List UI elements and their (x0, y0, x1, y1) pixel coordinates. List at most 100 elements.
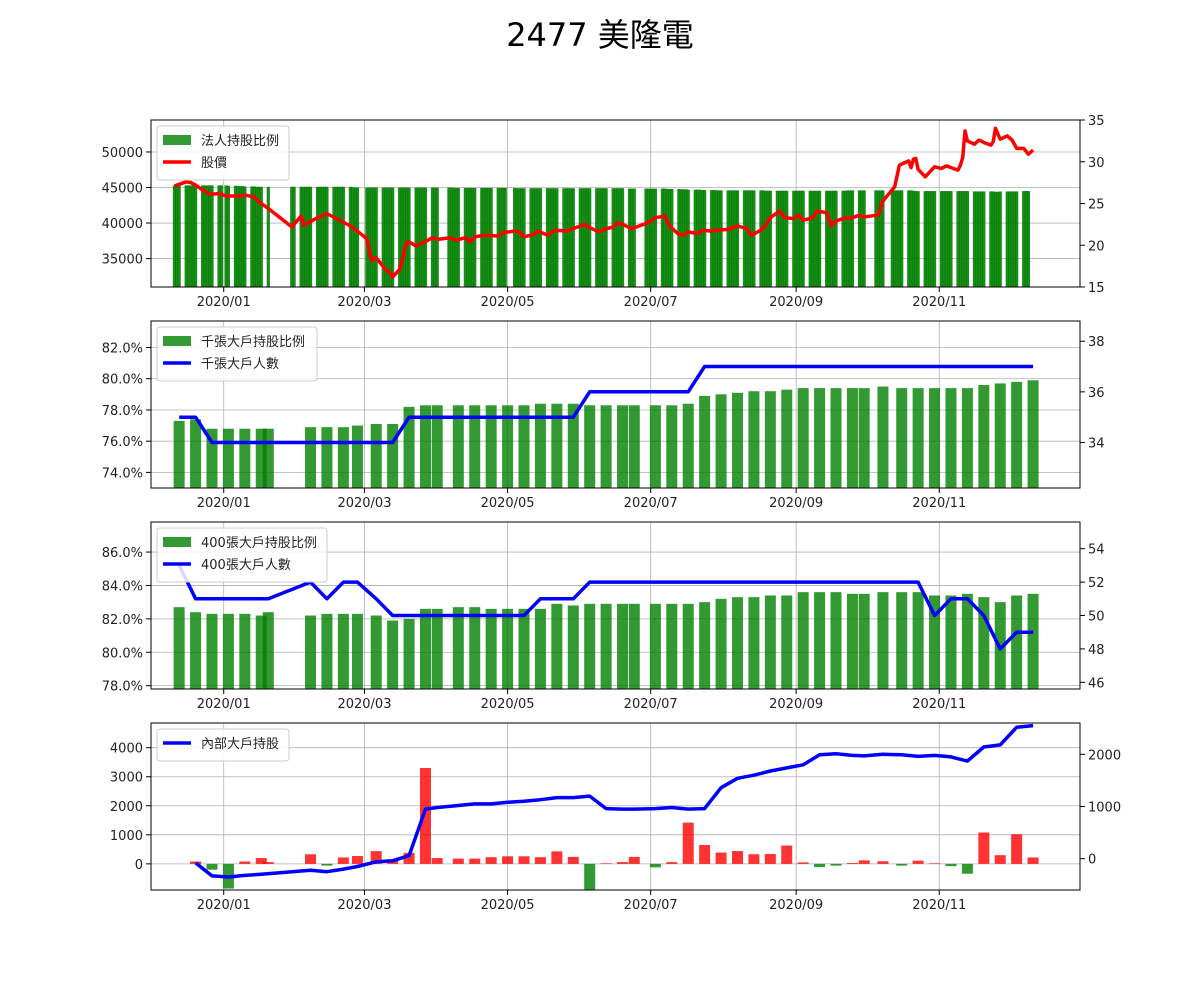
bar (719, 190, 723, 287)
x-tick-label: 2020/01 (197, 898, 251, 913)
bar (498, 187, 503, 287)
y-right-tick-label: 38 (1088, 335, 1105, 350)
bar (567, 403, 579, 488)
axes-frame (150, 320, 1081, 489)
bar (715, 852, 727, 864)
bar (321, 613, 333, 689)
bar (402, 187, 406, 287)
bar (942, 191, 946, 287)
bar (681, 189, 686, 287)
bar (618, 188, 622, 287)
bar (334, 186, 338, 287)
bar (206, 613, 218, 689)
y-right-tick-label: 15 (1088, 281, 1105, 296)
bar (468, 187, 472, 287)
bar (518, 608, 530, 689)
y-right-tick-label: 2000 (1088, 748, 1121, 763)
bar (518, 856, 530, 864)
x-tick-label: 2020/05 (481, 295, 535, 310)
bar (578, 188, 582, 287)
bar (742, 190, 747, 287)
bar (551, 603, 563, 689)
bar (928, 191, 932, 287)
bar (531, 188, 535, 287)
bar (860, 190, 864, 287)
bar (945, 595, 957, 689)
bar (764, 391, 776, 488)
y-left-tick-label: 84.0% (102, 579, 143, 594)
bar (501, 187, 505, 287)
bar (810, 190, 815, 287)
legend: 400張大戶持股比例 400張大戶人數 (156, 527, 328, 583)
bar (982, 191, 986, 287)
bar (431, 608, 443, 689)
bar (217, 185, 221, 287)
bar (666, 603, 678, 689)
bar (834, 190, 838, 287)
y-right-tick-label: 36 (1088, 386, 1105, 401)
bar (977, 191, 981, 287)
legend-label: 千張大戶人數 (201, 357, 279, 372)
bar (728, 190, 733, 287)
bar (766, 190, 770, 287)
bar (768, 190, 772, 287)
bar (939, 191, 944, 287)
bar (979, 191, 984, 287)
bar (731, 597, 743, 689)
bar (502, 608, 514, 689)
bar (862, 190, 866, 287)
bar (663, 188, 667, 287)
y-left-tick-label: 50000 (102, 146, 143, 161)
panel-3: 2020/01 2020/03 2020/05 2020/07 2020/09 2020/… (102, 521, 1105, 712)
bar (814, 388, 826, 488)
bar (775, 190, 779, 287)
bar (321, 863, 333, 866)
bar (841, 190, 845, 287)
bar (254, 186, 259, 287)
bar (484, 187, 489, 287)
bar (435, 187, 439, 287)
bar (649, 603, 661, 689)
bar (912, 860, 924, 864)
bar (534, 188, 538, 287)
bar (403, 406, 415, 488)
bar (781, 389, 793, 488)
legend-swatch (163, 135, 191, 145)
y-left-tick-label: 76.0% (102, 435, 143, 450)
bar (337, 613, 349, 689)
x-tick-label: 2020/09 (769, 898, 823, 913)
bar (748, 854, 760, 864)
bar (945, 863, 957, 867)
bar (337, 857, 349, 864)
bar (712, 189, 716, 287)
bar (550, 188, 554, 287)
bar (219, 185, 223, 287)
bar (858, 593, 870, 689)
bar (567, 856, 579, 864)
bar (421, 187, 425, 287)
bar (545, 188, 550, 287)
bar (372, 187, 376, 287)
bar (485, 857, 497, 864)
bar (956, 191, 960, 287)
bar (190, 419, 202, 488)
bar (206, 863, 218, 870)
bar (679, 189, 683, 287)
axes-frame (150, 722, 1081, 891)
bar (764, 853, 776, 864)
bar (651, 188, 655, 287)
bar (456, 187, 460, 287)
bar (850, 190, 855, 287)
bar (262, 428, 274, 488)
bar (405, 187, 409, 287)
x-tick-label: 2020/11 (912, 295, 966, 310)
bar (797, 592, 809, 689)
plot-area (173, 364, 1039, 488)
bar (534, 857, 546, 864)
x-tick-label: 2020/03 (337, 697, 391, 712)
bar (731, 392, 743, 488)
bar (778, 190, 782, 287)
bar (684, 189, 688, 287)
bar (945, 388, 957, 488)
y-left-tick-label: 86.0% (102, 546, 143, 561)
